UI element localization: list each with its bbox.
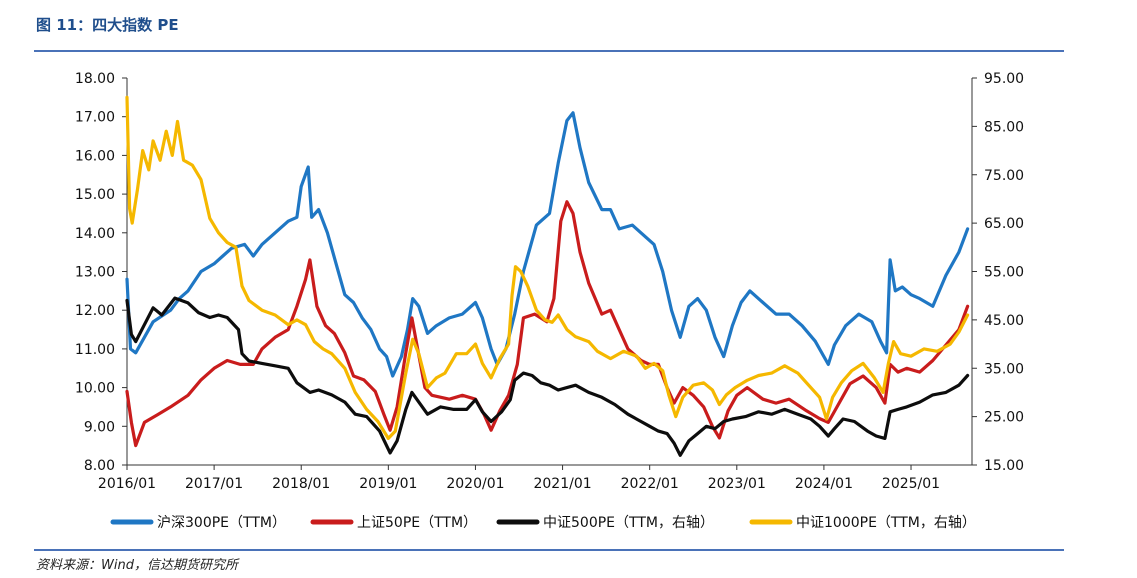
right-tick-label: 25.00 [984,410,1024,426]
x-tick-label: 2023/01 [708,476,766,492]
figure-title: 图 11：四大指数 PE [36,16,179,34]
series-line-2 [125,200,970,448]
right-tick-label: 85.00 [984,119,1024,135]
left-tick-label: 14.00 [75,226,115,242]
x-tick-label: 2020/01 [446,476,504,492]
legend-label-4: 中证1000PE（TTM，右轴） [796,515,976,531]
x-tick-label: 2019/01 [359,476,417,492]
left-tick-label: 18.00 [75,71,115,87]
right-tick-label: 15.00 [984,458,1024,474]
right-tick-label: 55.00 [984,265,1024,281]
right-tick-label: 35.00 [984,361,1024,377]
series-lines [125,95,970,457]
x-tick-label: 2022/01 [621,476,679,492]
x-tick-label: 2018/01 [272,476,330,492]
title-rule [34,50,1064,52]
left-tick-label: 17.00 [75,110,115,126]
left-tick-label: 12.00 [75,303,115,319]
left-tick-label: 8.00 [84,458,115,474]
legend-label-3: 中证500PE（TTM，右轴） [543,515,714,531]
legend: 沪深300PE（TTM） 上证50PE（TTM） 中证500PE（TTM，右轴） 中证… [110,515,976,531]
footer-rule [34,549,1064,551]
x-tick-label: 2017/01 [185,476,243,492]
legend-label-2: 上证50PE（TTM） [357,515,477,531]
left-tick-label: 16.00 [75,148,115,164]
source-note: 资料来源：Wind，信达期货研究所 [36,558,238,573]
x-tick-label: 2016/01 [98,476,156,492]
series-line-4 [125,95,970,440]
right-tick-label: 65.00 [984,216,1024,232]
left-tick-label: 15.00 [75,187,115,203]
left-tick-label: 13.00 [75,265,115,281]
x-tick-label: 2021/01 [533,476,591,492]
right-tick-label: 45.00 [984,313,1024,329]
series-line-3 [125,296,970,457]
legend-label-1: 沪深300PE（TTM） [157,515,286,531]
x-tick-label: 2024/01 [795,476,853,492]
left-tick-label: 9.00 [84,419,115,435]
axes: 8.00 9.00 10.00 11.00 12.00 13.00 14.00 15.00 16… [75,71,1024,492]
right-tick-label: 75.00 [984,168,1024,184]
left-tick-label: 10.00 [75,381,115,397]
x-tick-label: 2025/01 [882,476,940,492]
series-line-1 [125,111,970,378]
right-tick-label: 95.00 [984,71,1024,87]
left-tick-label: 11.00 [75,342,115,358]
